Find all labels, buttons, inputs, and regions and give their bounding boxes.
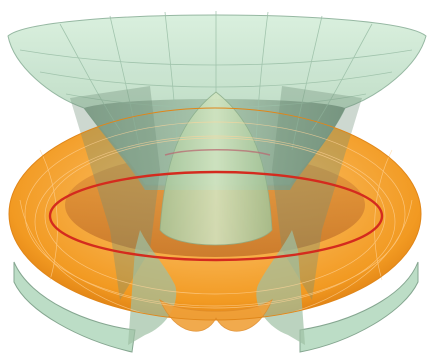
torus-outline <box>8 107 422 321</box>
center-lens <box>159 91 273 246</box>
torus-grid <box>19 121 413 316</box>
inner-band-line <box>164 148 271 156</box>
hyperboloid-grid <box>19 11 413 170</box>
hyperboloid-lower-skirt-right <box>299 261 419 353</box>
torus-bottom-lobes <box>159 298 273 332</box>
torus-red-circle <box>48 170 384 262</box>
hyperboloid-lower-skirt <box>13 261 136 353</box>
